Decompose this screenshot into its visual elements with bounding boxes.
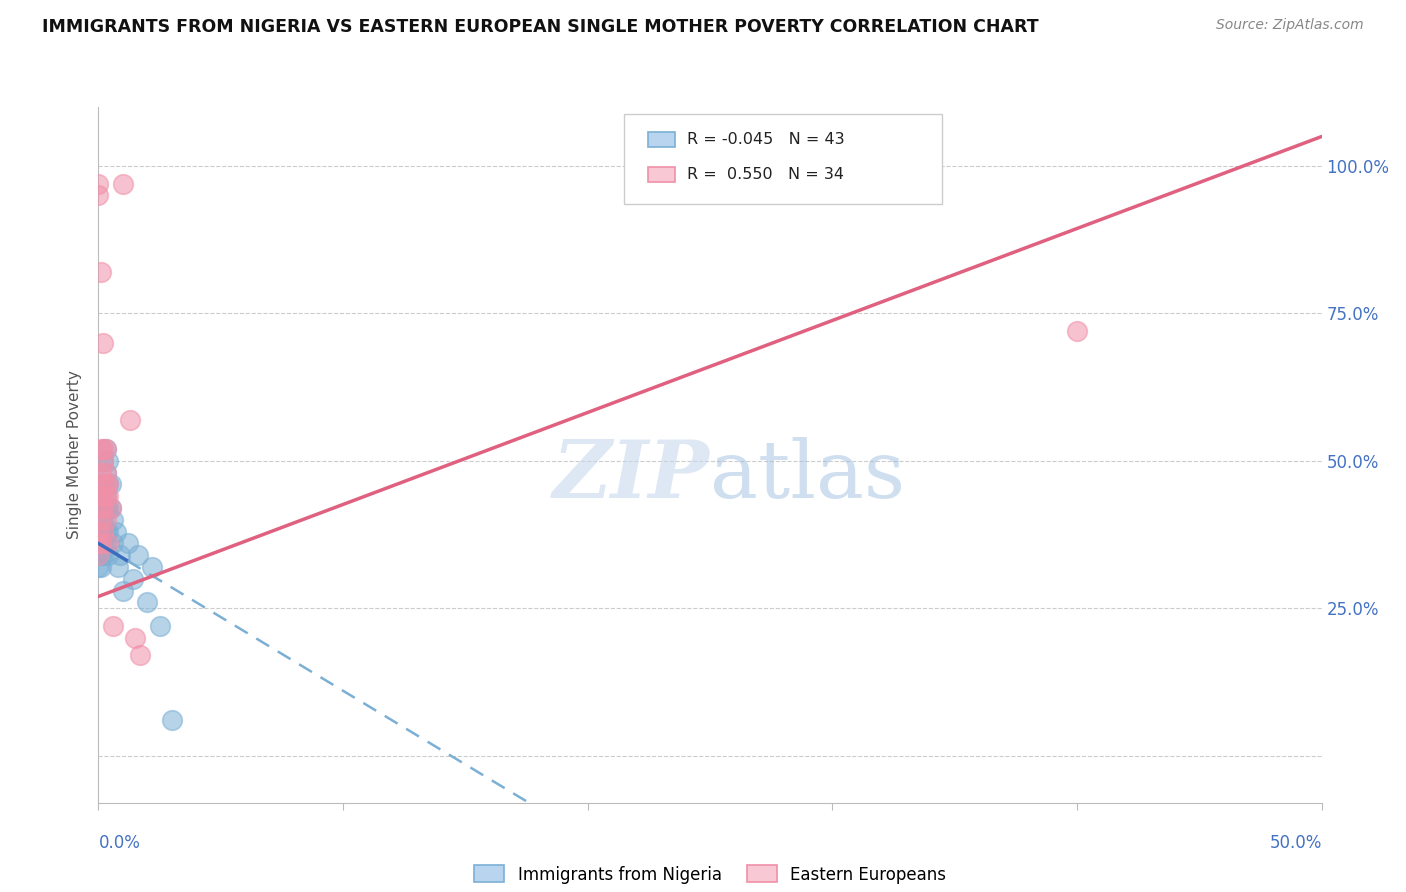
Point <box>90 513 112 527</box>
Text: IMMIGRANTS FROM NIGERIA VS EASTERN EUROPEAN SINGLE MOTHER POVERTY CORRELATION CH: IMMIGRANTS FROM NIGERIA VS EASTERN EUROP… <box>42 18 1039 36</box>
Point <box>107 560 129 574</box>
Point <box>90 560 112 574</box>
Text: R =  0.550   N = 34: R = 0.550 N = 34 <box>686 167 844 182</box>
Point <box>94 513 117 527</box>
FancyBboxPatch shape <box>648 167 675 182</box>
Point <box>91 477 114 491</box>
Point <box>94 536 117 550</box>
Point <box>90 524 112 539</box>
Point <box>87 548 110 562</box>
Point <box>97 524 120 539</box>
Point <box>120 412 142 426</box>
Text: 50.0%: 50.0% <box>1270 834 1322 852</box>
Point <box>94 442 117 456</box>
Point <box>127 548 149 562</box>
Point <box>100 477 122 491</box>
Text: ZIP: ZIP <box>553 437 710 515</box>
Point <box>91 477 114 491</box>
Point <box>91 335 114 350</box>
Point <box>100 500 122 515</box>
Point <box>87 188 110 202</box>
Point <box>100 500 122 515</box>
Point <box>87 536 110 550</box>
Point <box>104 524 127 539</box>
Point <box>110 548 132 562</box>
Point <box>117 536 139 550</box>
Point <box>90 513 112 527</box>
Point <box>101 619 124 633</box>
Point <box>90 489 112 503</box>
Point <box>97 536 120 550</box>
Legend: Immigrants from Nigeria, Eastern Europeans: Immigrants from Nigeria, Eastern Europea… <box>465 857 955 892</box>
Point <box>90 536 112 550</box>
Point <box>94 466 117 480</box>
Point <box>94 524 117 539</box>
Point <box>97 500 120 515</box>
Point <box>91 454 114 468</box>
Point <box>91 513 114 527</box>
Point <box>91 500 114 515</box>
Point <box>94 477 117 491</box>
Point <box>121 572 143 586</box>
FancyBboxPatch shape <box>624 114 942 204</box>
Point <box>90 442 112 456</box>
Y-axis label: Single Mother Poverty: Single Mother Poverty <box>67 370 83 540</box>
Point <box>94 500 117 515</box>
Point <box>101 536 124 550</box>
Point <box>87 536 110 550</box>
Point <box>97 477 120 491</box>
Point <box>91 524 114 539</box>
Point <box>90 536 112 550</box>
Point <box>87 560 110 574</box>
Point <box>94 489 117 503</box>
Point <box>136 595 159 609</box>
Point <box>91 442 114 456</box>
Point <box>91 489 114 503</box>
Point <box>87 177 110 191</box>
Point <box>97 548 120 562</box>
Text: 0.0%: 0.0% <box>98 834 141 852</box>
Point <box>111 177 134 191</box>
Point <box>129 648 152 663</box>
Point <box>111 583 134 598</box>
Point <box>90 265 112 279</box>
Point <box>90 548 112 562</box>
Point <box>94 442 117 456</box>
Point <box>87 548 110 562</box>
Point <box>87 524 110 539</box>
Point <box>97 454 120 468</box>
Text: atlas: atlas <box>710 437 905 515</box>
FancyBboxPatch shape <box>648 132 675 147</box>
Point <box>124 631 146 645</box>
Point <box>141 560 163 574</box>
Point <box>90 500 112 515</box>
Point <box>97 477 120 491</box>
Point <box>97 489 120 503</box>
Point <box>94 466 117 480</box>
Point <box>90 466 112 480</box>
Point <box>94 489 117 503</box>
Point <box>91 548 114 562</box>
Text: R = -0.045   N = 43: R = -0.045 N = 43 <box>686 132 845 147</box>
Point <box>90 500 112 515</box>
Point <box>91 500 114 515</box>
Text: Source: ZipAtlas.com: Source: ZipAtlas.com <box>1216 18 1364 32</box>
Point <box>1066 324 1088 338</box>
Point <box>101 513 124 527</box>
Point <box>149 619 172 633</box>
Point <box>91 524 114 539</box>
Point <box>160 713 183 727</box>
Point <box>87 524 110 539</box>
Point <box>91 454 114 468</box>
Point <box>91 536 114 550</box>
